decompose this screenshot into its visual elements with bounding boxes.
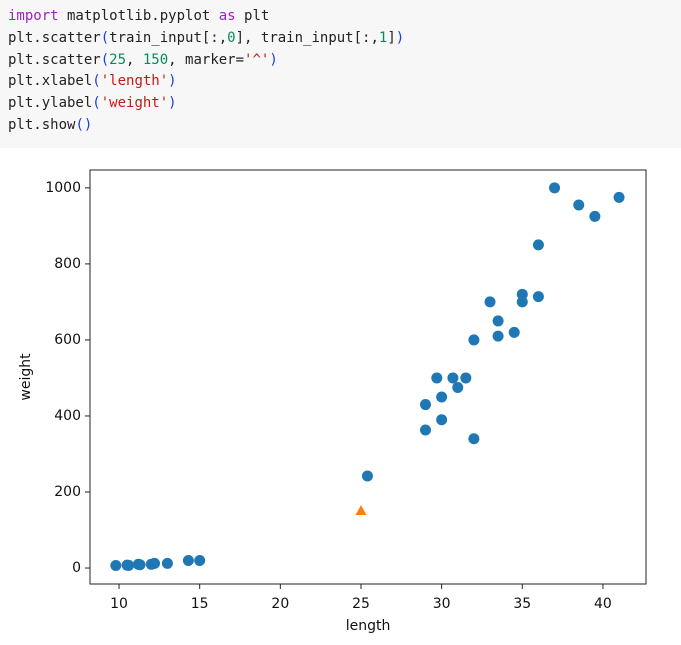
point — [149, 557, 161, 569]
point — [484, 296, 496, 308]
code-token: matplotlib.pyplot — [58, 8, 219, 24]
x-axis-label: length — [346, 618, 391, 634]
code-token: ], train_input[:, — [235, 29, 379, 46]
code-token: train_input[:, — [109, 29, 228, 46]
x-tick-label: 15 — [191, 596, 209, 612]
code-token: plt — [235, 8, 270, 24]
axes-frame — [89, 169, 647, 585]
y-tick-label: 800 — [54, 256, 81, 272]
code-token: ] — [387, 29, 396, 46]
point — [549, 182, 561, 194]
code-token: 0 — [227, 29, 236, 46]
y-tick-label: 200 — [54, 484, 81, 500]
point — [532, 239, 544, 251]
code-token: 25 — [109, 51, 127, 68]
code-token: , marker= — [168, 51, 245, 68]
point — [573, 199, 585, 211]
code-token: as — [218, 8, 236, 24]
point — [110, 559, 122, 571]
point — [436, 414, 448, 426]
x-tick-label: 40 — [594, 596, 612, 612]
point — [468, 334, 480, 346]
point — [431, 372, 443, 384]
code-token: '^' — [244, 51, 270, 68]
code-line: plt.scatter(25, 150, marker='^') — [8, 52, 278, 68]
point — [468, 433, 480, 445]
point — [452, 381, 464, 393]
point — [447, 372, 459, 384]
code-token: () — [75, 117, 93, 133]
code-token: ) — [395, 29, 405, 46]
point — [532, 291, 544, 303]
x-tick-label: 20 — [271, 596, 289, 612]
code-token: , — [126, 51, 143, 68]
point — [194, 554, 206, 566]
code-cell: import matplotlib.pyplot as plt plt.scatt… — [0, 0, 681, 148]
code-line: plt.xlabel('length') — [8, 73, 177, 89]
code-line: plt.show() — [8, 117, 92, 133]
point — [361, 470, 373, 482]
point — [492, 330, 504, 342]
code-line: plt.ylabel('weight') — [8, 95, 177, 111]
point — [420, 399, 432, 411]
code-token: ) — [168, 95, 177, 112]
point — [613, 191, 625, 203]
point — [420, 424, 432, 436]
x-tick-label: 25 — [352, 596, 370, 612]
code-token: ) — [269, 51, 278, 68]
y-axis-label: weight — [18, 353, 34, 401]
code-token: plt.show — [8, 117, 76, 133]
point — [589, 210, 601, 222]
point — [508, 326, 520, 338]
code-token: plt.scatter — [8, 29, 101, 46]
code-token: ) — [168, 73, 177, 90]
code-token: plt.xlabel — [8, 73, 93, 90]
point — [460, 372, 472, 384]
point — [182, 555, 194, 567]
code-line: plt.scatter(train_input[:,0], train_inpu… — [8, 30, 404, 46]
point — [516, 288, 528, 300]
y-tick-label: 600 — [54, 332, 81, 348]
code-token: 'weight' — [100, 95, 169, 112]
y-tick-label: 0 — [72, 560, 81, 576]
point — [355, 505, 367, 516]
code-token: 'length' — [100, 73, 169, 90]
x-tick-label: 10 — [110, 596, 128, 612]
point — [134, 559, 146, 571]
point — [436, 391, 448, 403]
y-tick-label: 1000 — [45, 180, 81, 196]
point — [161, 557, 173, 569]
code-token: ( — [100, 29, 110, 46]
point — [123, 559, 135, 571]
code-token: ( — [100, 51, 110, 68]
code-token: plt.scatter — [8, 51, 101, 68]
code-token: plt.ylabel — [8, 95, 93, 112]
point — [516, 296, 528, 308]
code-line: import matplotlib.pyplot as plt — [8, 8, 269, 24]
x-tick-label: 35 — [513, 596, 531, 612]
code-token: import — [8, 8, 59, 24]
code-token: 1 — [378, 29, 388, 46]
code-token: 150 — [142, 51, 169, 68]
x-tick-label: 30 — [433, 596, 451, 612]
code-token: ( — [92, 95, 101, 112]
point — [492, 315, 504, 327]
code-token: ( — [92, 73, 101, 90]
y-tick-label: 400 — [54, 408, 81, 424]
